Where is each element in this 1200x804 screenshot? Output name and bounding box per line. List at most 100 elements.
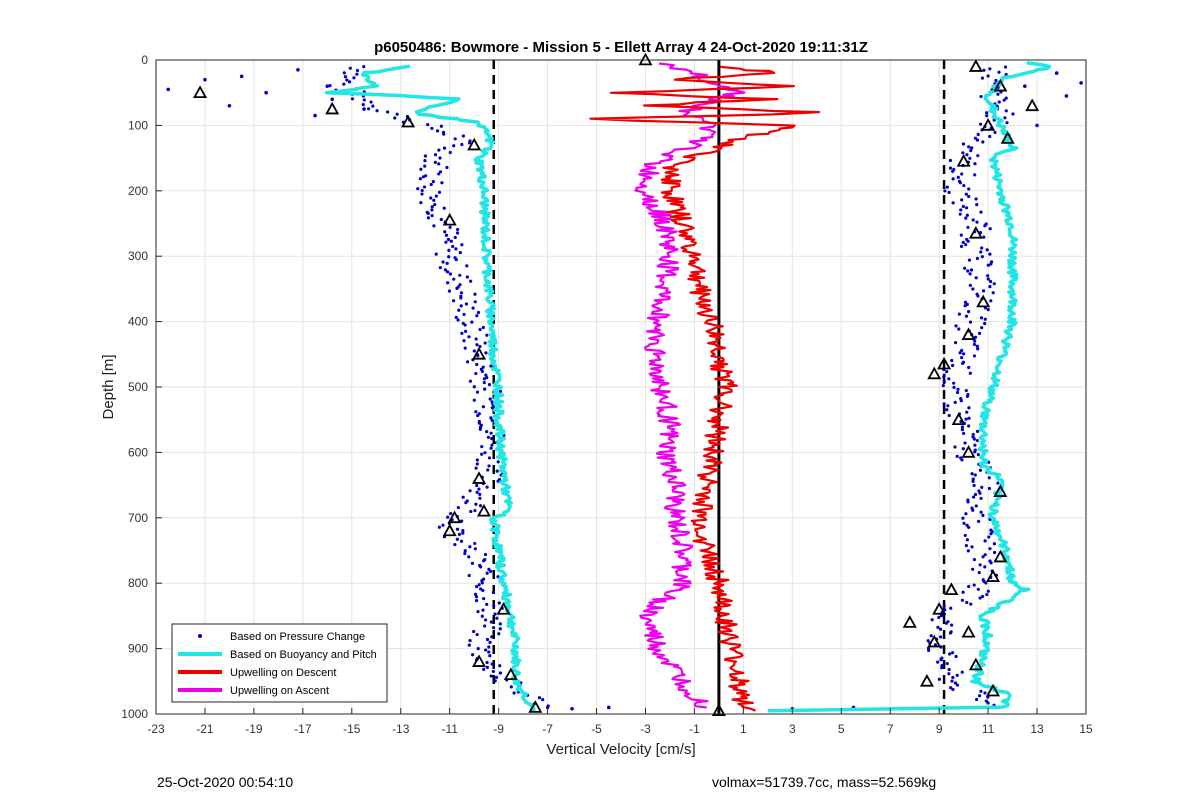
pressure-point bbox=[978, 491, 982, 495]
y-tick-label: 500 bbox=[128, 380, 148, 394]
pressure-point bbox=[937, 615, 941, 620]
pressure-point bbox=[426, 122, 430, 127]
pressure-point bbox=[462, 339, 466, 343]
pressure-point bbox=[473, 508, 477, 513]
pressure-point bbox=[968, 156, 972, 160]
pressure-point bbox=[465, 275, 469, 279]
pressure-point bbox=[461, 531, 465, 535]
x-tick-label: -3 bbox=[640, 722, 651, 736]
pressure-point bbox=[980, 326, 984, 330]
pressure-point bbox=[468, 489, 472, 493]
pressure-point bbox=[438, 170, 443, 174]
pressure-point bbox=[489, 416, 493, 420]
pressure-point bbox=[963, 533, 967, 538]
x-tick-label: -17 bbox=[294, 722, 312, 736]
pressure-point bbox=[969, 602, 973, 606]
pressure-point bbox=[973, 473, 977, 477]
pressure-point bbox=[429, 196, 433, 200]
pressure-point bbox=[429, 182, 433, 187]
pressure-point bbox=[433, 202, 437, 207]
pressure-point bbox=[970, 472, 974, 476]
pressure-point bbox=[446, 237, 451, 242]
pressure-point bbox=[430, 205, 434, 209]
pressure-point bbox=[948, 166, 953, 170]
pressure-point bbox=[491, 626, 496, 630]
pressure-point bbox=[927, 648, 931, 653]
pressure-point bbox=[430, 213, 434, 218]
pressure-point bbox=[949, 606, 953, 610]
x-tick-label: -5 bbox=[591, 722, 602, 736]
pressure-point bbox=[485, 375, 489, 380]
x-tick-label: -21 bbox=[196, 722, 214, 736]
pressure-point bbox=[493, 612, 497, 616]
pressure-point bbox=[973, 450, 977, 454]
pressure-point bbox=[955, 673, 959, 677]
pressure-point bbox=[498, 622, 502, 626]
pressure-point bbox=[442, 146, 447, 150]
pressure-point bbox=[1004, 96, 1008, 100]
pressure-point bbox=[469, 509, 473, 514]
pressure-point bbox=[416, 187, 420, 191]
pressure-point bbox=[480, 369, 485, 373]
x-tick-label: 9 bbox=[936, 722, 943, 736]
pressure-point bbox=[978, 468, 983, 472]
pressure-point bbox=[352, 76, 356, 80]
pressure-point bbox=[936, 625, 940, 629]
pressure-point bbox=[509, 685, 513, 689]
pressure-point bbox=[463, 329, 468, 333]
pressure-point bbox=[979, 496, 983, 501]
pressure-point bbox=[468, 638, 472, 643]
pressure-point bbox=[444, 233, 449, 237]
pressure-point bbox=[375, 109, 379, 113]
pressure-point bbox=[454, 258, 458, 262]
pressure-point bbox=[951, 675, 955, 680]
pressure-point bbox=[483, 451, 487, 455]
pressure-point bbox=[483, 552, 488, 557]
pressure-point bbox=[989, 561, 993, 565]
pressure-point bbox=[987, 486, 992, 491]
pressure-point bbox=[967, 406, 971, 410]
pressure-point bbox=[964, 192, 968, 196]
x-tick-label: -13 bbox=[392, 722, 410, 736]
pressure-point bbox=[962, 183, 966, 188]
pressure-point bbox=[458, 283, 462, 287]
pressure-point bbox=[367, 107, 371, 111]
pressure-point bbox=[961, 142, 966, 146]
pressure-point bbox=[437, 162, 441, 166]
pressure-point bbox=[987, 535, 991, 539]
pressure-point bbox=[976, 294, 980, 298]
pressure-point bbox=[475, 343, 479, 347]
pressure-point bbox=[485, 665, 489, 669]
pressure-point bbox=[477, 487, 481, 491]
pressure-point bbox=[421, 175, 425, 179]
triangle-marker bbox=[985, 683, 1001, 697]
pressure-point bbox=[474, 337, 478, 341]
pressure-point bbox=[452, 277, 456, 281]
pressure-point bbox=[981, 140, 985, 144]
triangle-marker bbox=[993, 484, 1008, 497]
pressure-point bbox=[960, 355, 964, 360]
pressure-point bbox=[962, 352, 966, 356]
series-based-on-pressure-change bbox=[166, 65, 1083, 711]
pressure-point bbox=[455, 527, 460, 531]
triangle-marker bbox=[944, 582, 959, 596]
pressure-point bbox=[478, 427, 482, 431]
pressure-point bbox=[948, 631, 953, 635]
pressure-point bbox=[496, 479, 500, 483]
pressure-point bbox=[949, 686, 953, 690]
pressure-point bbox=[393, 116, 397, 120]
pressure-point bbox=[978, 122, 983, 126]
pressure-point bbox=[440, 181, 444, 185]
pressure-point bbox=[447, 248, 451, 252]
pressure-point bbox=[490, 635, 494, 639]
triangle-marker bbox=[961, 624, 976, 638]
pressure-point bbox=[483, 387, 487, 391]
pressure-point-outlier bbox=[1023, 84, 1027, 88]
pressure-point bbox=[464, 501, 468, 505]
pressure-point-outlier bbox=[166, 87, 171, 92]
pressure-point bbox=[488, 640, 492, 644]
pressure-point bbox=[433, 153, 438, 157]
triangle-marker bbox=[472, 346, 487, 360]
pressure-point bbox=[477, 583, 481, 587]
x-tick-label: 7 bbox=[887, 722, 894, 736]
